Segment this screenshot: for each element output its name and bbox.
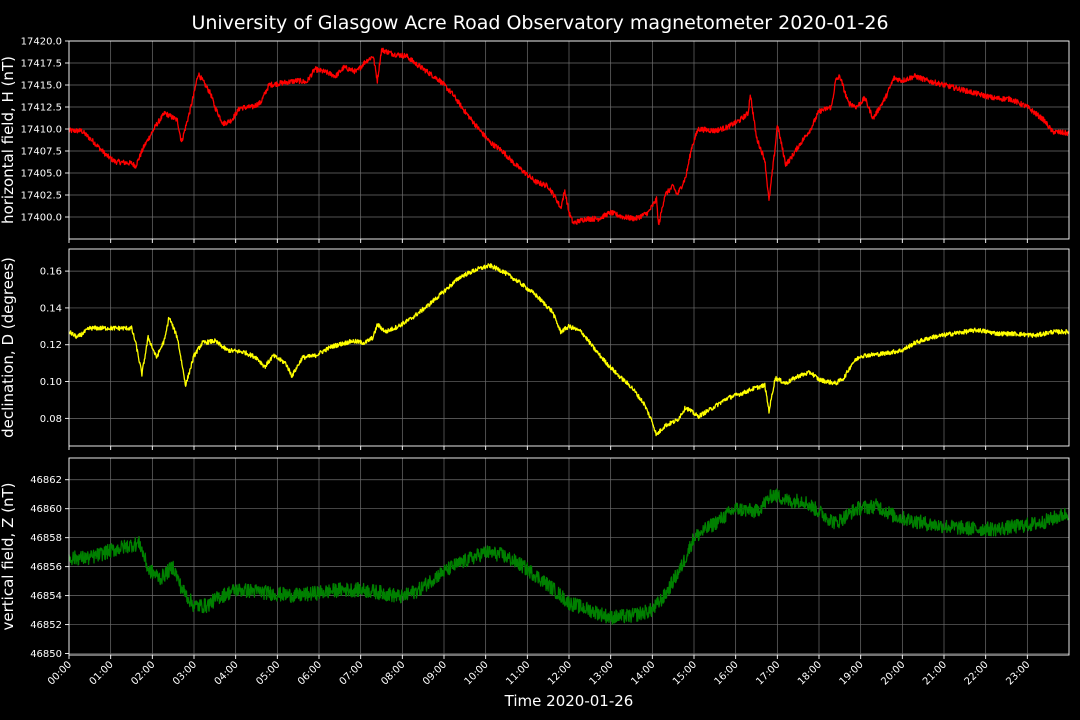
y-tick-label: 46860 xyxy=(30,504,62,515)
y-tick-label: 17407.5 xyxy=(21,147,62,158)
y-tick-label: 17405.0 xyxy=(21,169,62,180)
panels-layer: 17400.0 17402.5 17405.0 17407.5 17410.0 17412… xyxy=(0,37,1070,660)
y-tick-label: 46850 xyxy=(30,649,62,660)
y-tick-label: 0.08 xyxy=(40,414,62,425)
y-tick-label: 17400.0 xyxy=(21,213,62,224)
y-tick-label: 46854 xyxy=(30,591,62,602)
y-tick-label: 46858 xyxy=(30,533,62,544)
axes-frame xyxy=(68,248,1070,447)
y-tick-label: 17415.0 xyxy=(21,81,62,92)
y-tick-label: 46852 xyxy=(30,620,62,631)
y-tick-label: 17402.5 xyxy=(21,191,62,202)
y-tick-label: 0.16 xyxy=(40,267,62,278)
panel-horizontal-field: 17400.0 17402.5 17405.0 17407.5 17410.0 17412… xyxy=(0,37,1070,243)
y-tick-label: 0.10 xyxy=(40,377,62,388)
y-tick-label: 17417.5 xyxy=(21,59,62,70)
series-line-declination xyxy=(68,263,1070,437)
panel-vertical-field: 46850 46852 46854 46856 46858 46860 46862 verti… xyxy=(0,457,1070,660)
y-tick-label: 0.14 xyxy=(40,303,62,314)
y-axis-label: horizontal field, H (nT) xyxy=(0,56,17,224)
panel-declination: 0.08 0.10 0.12 0.14 0.16 declination, D (degr… xyxy=(0,248,1070,450)
axes-frame xyxy=(68,40,1070,240)
y-tick-label: 46862 xyxy=(30,475,62,486)
axes-frame xyxy=(68,457,1070,656)
y-tick-label: 17412.5 xyxy=(21,103,62,114)
x-axis-label: Time 2020-01-26 xyxy=(504,692,634,710)
chart-title: University of Glasgow Acre Road Observat… xyxy=(191,12,888,34)
y-tick-label: 0.12 xyxy=(40,340,62,351)
y-tick-label: 17420.0 xyxy=(21,37,62,48)
series-line-horizontal-field xyxy=(68,47,1070,226)
series-line-vertical-field xyxy=(68,488,1070,625)
y-axis-label: declination, D (degrees) xyxy=(0,257,17,438)
y-axis-label: vertical field, Z (nT) xyxy=(0,482,17,630)
y-tick-label: 46856 xyxy=(30,562,62,573)
y-tick-label: 17410.0 xyxy=(21,125,62,136)
